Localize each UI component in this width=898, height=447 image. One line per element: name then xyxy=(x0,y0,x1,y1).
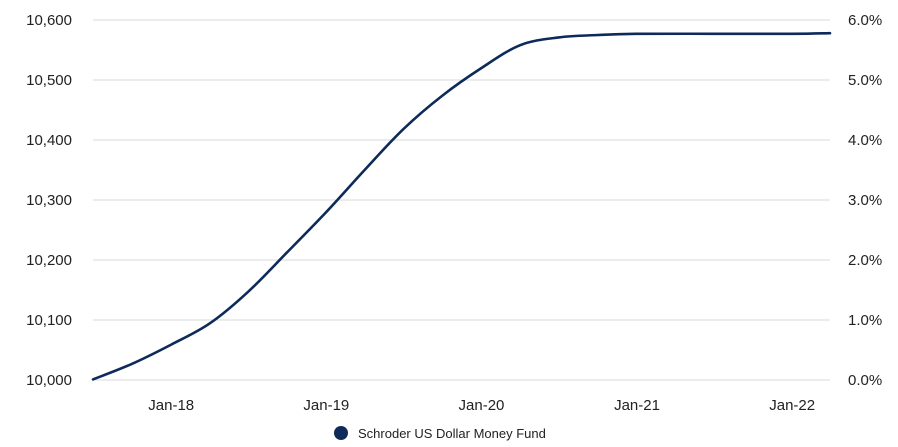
legend-label: Schroder US Dollar Money Fund xyxy=(358,426,546,441)
x-axis-tick-label: Jan-21 xyxy=(614,397,660,414)
left-axis-tick-label: 10,200 xyxy=(26,252,72,269)
right-axis-tick-label: 3.0% xyxy=(848,192,882,209)
series-line xyxy=(91,31,832,381)
x-axis-ticks: Jan-18 Jan-19 Jan-20 Jan-21 Jan-22 xyxy=(148,397,815,414)
left-axis-tick-label: 10,500 xyxy=(26,72,72,89)
right-axis-ticks: 0.0% 1.0% 2.0% 3.0% 4.0% 5.0% 6.0% xyxy=(848,12,882,389)
left-axis-tick-label: 10,400 xyxy=(26,132,72,149)
legend: Schroder US Dollar Money Fund xyxy=(334,426,546,441)
left-axis-tick-label: 10,000 xyxy=(26,372,72,389)
series-layer xyxy=(91,31,832,381)
x-axis-tick-label: Jan-19 xyxy=(303,397,349,414)
right-axis-tick-label: 4.0% xyxy=(848,132,882,149)
x-axis-tick-label: Jan-22 xyxy=(769,397,815,414)
left-axis-tick-label: 10,600 xyxy=(26,12,72,29)
left-axis-tick-label: 10,300 xyxy=(26,192,72,209)
right-axis-tick-label: 6.0% xyxy=(848,12,882,29)
left-axis-ticks: 10,000 10,100 10,200 10,300 10,400 10,500 10,6… xyxy=(26,12,72,389)
right-axis-tick-label: 5.0% xyxy=(848,72,882,89)
right-axis-tick-label: 1.0% xyxy=(848,312,882,329)
legend-marker xyxy=(334,426,348,440)
x-axis-tick-label: Jan-20 xyxy=(459,397,505,414)
right-axis-tick-label: 0.0% xyxy=(848,372,882,389)
left-axis-tick-label: 10,100 xyxy=(26,312,72,329)
x-axis-tick-label: Jan-18 xyxy=(148,397,194,414)
right-axis-tick-label: 2.0% xyxy=(848,252,882,269)
